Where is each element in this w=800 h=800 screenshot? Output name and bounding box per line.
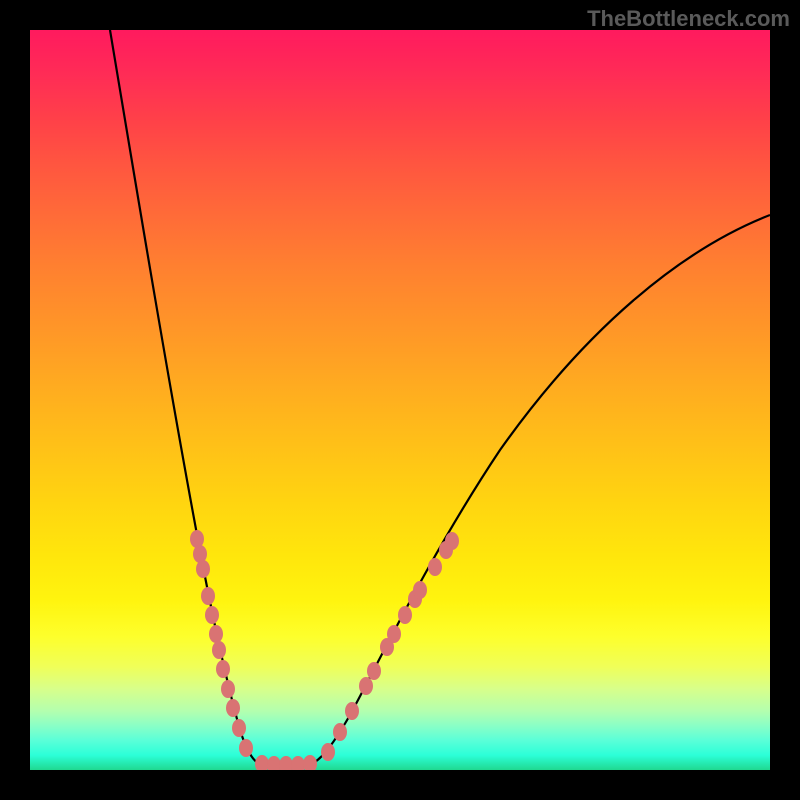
chart-container: TheBottleneck.com: [0, 0, 800, 800]
marker-right: [321, 743, 335, 761]
marker-left: [201, 587, 215, 605]
marker-left: [193, 545, 207, 563]
marker-right: [367, 662, 381, 680]
marker-bottom: [267, 756, 281, 770]
marker-bottom: [255, 755, 269, 770]
marker-left: [221, 680, 235, 698]
markers-group: [190, 530, 459, 770]
right-curve: [285, 215, 770, 765]
marker-left: [212, 641, 226, 659]
marker-left: [190, 530, 204, 548]
marker-right: [428, 558, 442, 576]
marker-right: [398, 606, 412, 624]
watermark-text: TheBottleneck.com: [587, 6, 790, 32]
plot-area: [30, 30, 770, 770]
marker-left: [239, 739, 253, 757]
marker-right: [333, 723, 347, 741]
left-curve: [110, 30, 285, 765]
marker-left: [226, 699, 240, 717]
marker-right: [359, 677, 373, 695]
marker-left: [216, 660, 230, 678]
marker-left: [205, 606, 219, 624]
marker-right: [413, 581, 427, 599]
chart-overlay: [30, 30, 770, 770]
marker-left: [196, 560, 210, 578]
marker-bottom: [303, 755, 317, 770]
marker-right: [387, 625, 401, 643]
marker-right: [445, 532, 459, 550]
marker-right: [345, 702, 359, 720]
marker-bottom: [291, 756, 305, 770]
marker-left: [232, 719, 246, 737]
marker-left: [209, 625, 223, 643]
marker-bottom: [279, 756, 293, 770]
